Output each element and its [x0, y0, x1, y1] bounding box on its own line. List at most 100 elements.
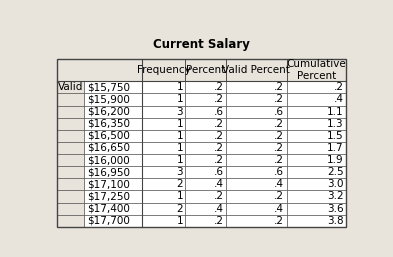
Text: 3: 3 — [176, 107, 183, 117]
Text: $16,350: $16,350 — [87, 119, 130, 129]
Bar — [142, 190, 185, 203]
Text: 2: 2 — [176, 179, 183, 189]
Text: .2: .2 — [213, 143, 224, 153]
Bar — [226, 59, 287, 81]
Bar — [84, 142, 142, 154]
Bar — [57, 81, 84, 93]
Text: 1.7: 1.7 — [327, 143, 343, 153]
Bar — [57, 59, 346, 227]
Text: .2: .2 — [213, 119, 224, 129]
Bar — [287, 130, 346, 142]
Bar — [226, 118, 287, 130]
Bar — [226, 130, 287, 142]
Text: 1: 1 — [176, 119, 183, 129]
Bar — [57, 178, 84, 190]
Text: 3.2: 3.2 — [327, 191, 343, 201]
Bar — [226, 190, 287, 203]
Text: .4: .4 — [213, 204, 224, 214]
Bar — [142, 215, 185, 227]
Text: .2: .2 — [274, 119, 284, 129]
Bar — [84, 154, 142, 166]
Bar — [185, 118, 226, 130]
Text: .2: .2 — [213, 131, 224, 141]
Bar — [142, 130, 185, 142]
Bar — [84, 190, 142, 203]
Bar — [226, 81, 287, 93]
Bar — [57, 106, 84, 118]
Text: $16,200: $16,200 — [87, 107, 130, 117]
Bar — [287, 93, 346, 106]
Bar — [57, 154, 84, 166]
Text: Current Salary: Current Salary — [153, 38, 250, 51]
Bar — [287, 178, 346, 190]
Bar — [84, 215, 142, 227]
Bar — [226, 166, 287, 178]
Bar — [226, 215, 287, 227]
Text: .6: .6 — [274, 107, 284, 117]
Bar — [226, 203, 287, 215]
Bar — [287, 166, 346, 178]
Text: 1: 1 — [176, 82, 183, 92]
Bar — [84, 130, 142, 142]
Bar — [142, 203, 185, 215]
Text: .4: .4 — [213, 179, 224, 189]
Bar — [185, 81, 226, 93]
Text: .2: .2 — [274, 216, 284, 226]
Bar — [185, 166, 226, 178]
Bar — [142, 81, 185, 93]
Text: .2: .2 — [274, 82, 284, 92]
Bar — [287, 203, 346, 215]
Text: 1: 1 — [176, 191, 183, 201]
Bar — [185, 106, 226, 118]
Text: $15,900: $15,900 — [87, 94, 130, 104]
Text: 1: 1 — [176, 143, 183, 153]
Text: .2: .2 — [213, 191, 224, 201]
Bar — [57, 203, 84, 215]
Bar — [57, 31, 346, 59]
Text: $16,500: $16,500 — [87, 131, 130, 141]
Text: .6: .6 — [274, 167, 284, 177]
Bar — [142, 59, 185, 81]
Bar — [84, 106, 142, 118]
Text: .2: .2 — [213, 216, 224, 226]
Text: 1.5: 1.5 — [327, 131, 343, 141]
Bar — [84, 203, 142, 215]
Text: 1: 1 — [176, 155, 183, 165]
Text: .2: .2 — [274, 94, 284, 104]
Bar — [142, 93, 185, 106]
Text: .4: .4 — [274, 204, 284, 214]
Bar — [57, 93, 84, 106]
Bar — [84, 81, 142, 93]
Text: $17,700: $17,700 — [87, 216, 130, 226]
Text: $16,000: $16,000 — [87, 155, 129, 165]
Text: Valid Percent: Valid Percent — [222, 65, 290, 75]
Text: Frequency: Frequency — [137, 65, 191, 75]
Text: 2: 2 — [176, 204, 183, 214]
Text: Valid: Valid — [58, 82, 84, 92]
Bar — [142, 154, 185, 166]
Bar — [185, 190, 226, 203]
Text: 1.1: 1.1 — [327, 107, 343, 117]
Bar — [142, 142, 185, 154]
Bar — [84, 178, 142, 190]
Bar — [57, 130, 84, 142]
Text: .2: .2 — [274, 131, 284, 141]
Text: $17,250: $17,250 — [87, 191, 130, 201]
Text: .2: .2 — [274, 155, 284, 165]
Bar — [226, 93, 287, 106]
Text: .2: .2 — [213, 155, 224, 165]
Text: Cumulative
Percent: Cumulative Percent — [286, 59, 346, 81]
Bar — [57, 166, 84, 178]
Bar — [84, 166, 142, 178]
Text: 1.3: 1.3 — [327, 119, 343, 129]
Bar — [57, 142, 84, 154]
Text: 2.5: 2.5 — [327, 167, 343, 177]
Text: $15,750: $15,750 — [87, 82, 130, 92]
Text: $16,650: $16,650 — [87, 143, 130, 153]
Bar — [84, 93, 142, 106]
Text: .2: .2 — [274, 191, 284, 201]
Bar — [185, 142, 226, 154]
Bar — [142, 166, 185, 178]
Bar — [185, 203, 226, 215]
Text: .6: .6 — [213, 167, 224, 177]
